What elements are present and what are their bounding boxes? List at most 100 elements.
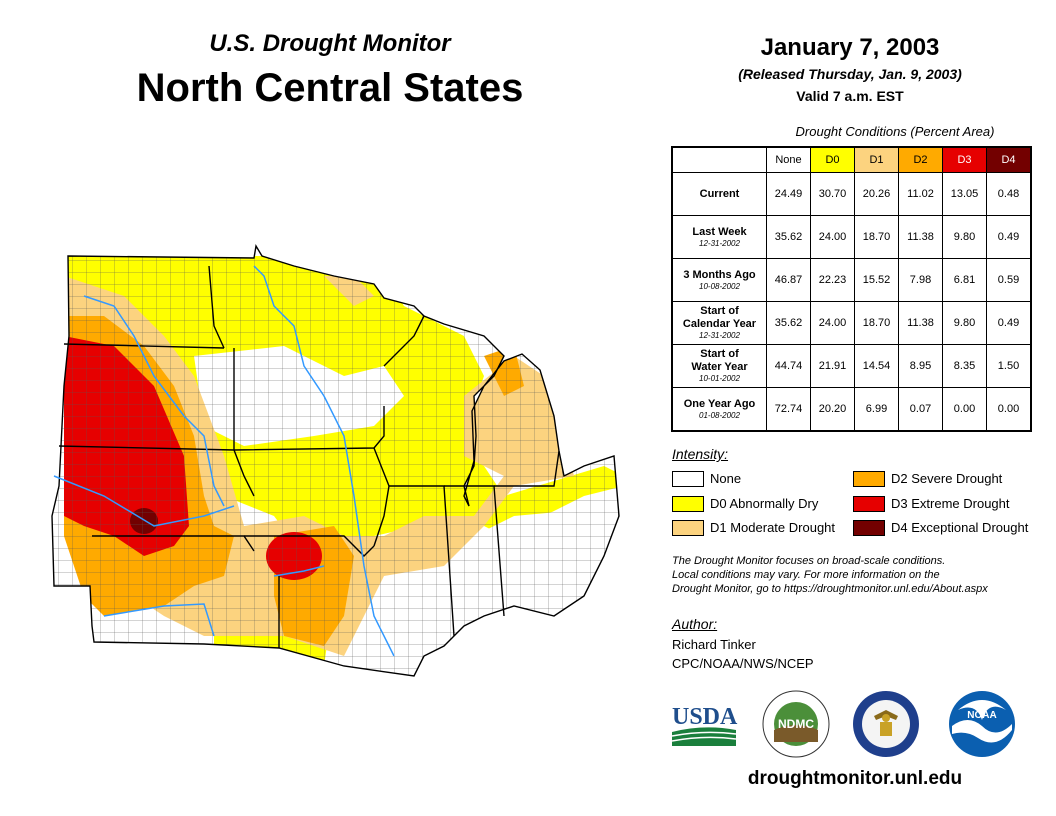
legend-swatch-d3 — [853, 496, 885, 512]
col-none: None — [766, 146, 811, 173]
table-cell: 21.91 — [810, 344, 855, 388]
table-row: Start of Water Year 10-01-2002 44.74 21.91 14… — [671, 344, 1032, 388]
ndmc-logo: NDMC — [762, 690, 830, 758]
table-cell: 11.38 — [898, 301, 943, 345]
map-date: January 7, 2003 — [760, 34, 940, 61]
legend-label: D1 Moderate Drought — [710, 520, 836, 535]
row-label-line: Start of — [700, 305, 739, 317]
table-cell: 0.48 — [986, 172, 1032, 216]
usda-logo: USDA — [671, 704, 738, 746]
legend-label: D3 Extreme Drought — [891, 496, 1010, 511]
author-heading: Author: — [672, 616, 718, 632]
legend-label: None — [710, 471, 742, 486]
table-cell: 20.20 — [810, 387, 855, 432]
col-d4: D4 — [986, 146, 1032, 173]
ndmc-text: NDMC — [778, 717, 814, 731]
author-org: CPC/NOAA/NWS/NCEP — [672, 656, 814, 671]
row-date: 01-08-2002 — [699, 410, 740, 420]
col-d3: D3 — [942, 146, 987, 173]
valid-time: Valid 7 a.m. EST — [796, 88, 904, 104]
row-label: Start of Water Year 10-01-2002 — [671, 344, 767, 388]
table-caption: Drought Conditions (Percent Area) — [795, 124, 995, 139]
table-cell: 30.70 — [810, 172, 855, 216]
map-title: North Central States — [136, 66, 524, 110]
table-cell: 0.00 — [986, 387, 1032, 432]
table-row: Current 24.49 30.70 20.26 11.02 13.05 0.48 — [671, 172, 1032, 216]
table-cell: 24.00 — [810, 301, 855, 345]
table-cell: 0.59 — [986, 258, 1032, 302]
noaa-logo: NOAA — [949, 691, 1015, 757]
table-corner — [672, 147, 767, 173]
row-label-line: Start of — [700, 348, 739, 360]
table-cell: 11.38 — [898, 215, 943, 259]
table-cell: 11.02 — [898, 172, 943, 216]
table-cell: 22.23 — [810, 258, 855, 302]
rivers — [53, 265, 395, 657]
legend-label: D2 Severe Drought — [891, 471, 1003, 486]
table-row: Start of Calendar Year 12-31-2002 35.62 24.0… — [671, 301, 1032, 345]
disclaimer-note: The Drought Monitor focuses on broad-sca… — [672, 554, 1042, 596]
table-cell: 18.70 — [854, 301, 899, 345]
commerce-seal-logo — [853, 691, 919, 757]
row-label: Current — [671, 172, 767, 216]
col-d0: D0 — [810, 146, 855, 173]
row-label-line: Current — [699, 187, 740, 200]
noaa-text: NOAA — [967, 710, 996, 721]
table-cell: 0.49 — [986, 215, 1032, 259]
table-cell: 72.74 — [766, 387, 811, 432]
legend-swatch-none — [672, 471, 704, 487]
row-label: 3 Months Ago 10-08-2002 — [671, 258, 767, 302]
state-borders — [51, 244, 620, 677]
row-label-line: Water Year — [691, 361, 748, 373]
website-url[interactable]: droughtmonitor.unl.edu — [747, 768, 963, 789]
table-cell: 24.00 — [810, 215, 855, 259]
table-row: 3 Months Ago 10-08-2002 46.87 22.23 15.52 7.9… — [671, 258, 1032, 302]
legend-swatch-d4 — [853, 520, 885, 536]
table-cell: 35.62 — [766, 215, 811, 259]
row-label-line: Last Week — [692, 225, 747, 238]
legend-swatch-d0 — [672, 496, 704, 512]
row-date: 10-08-2002 — [699, 281, 740, 291]
legend-swatch-d2 — [853, 471, 885, 487]
table-cell: 14.54 — [854, 344, 899, 388]
drought-map — [51, 244, 620, 677]
table-cell: 7.98 — [898, 258, 943, 302]
table-cell: 24.49 — [766, 172, 811, 216]
table-cell: 44.74 — [766, 344, 811, 388]
row-label-line: 3 Months Ago — [683, 268, 756, 281]
table-row: Last Week 12-31-2002 35.62 24.00 18.70 11.38 9… — [671, 215, 1032, 259]
row-label: Last Week 12-31-2002 — [671, 215, 767, 259]
row-date: 10-01-2002 — [699, 374, 740, 383]
note-line: Local conditions may vary. For more info… — [672, 569, 940, 581]
row-label: Start of Calendar Year 12-31-2002 — [671, 301, 767, 345]
row-label: One Year Ago 01-08-2002 — [671, 387, 767, 432]
table-cell: 46.87 — [766, 258, 811, 302]
table-cell: 20.26 — [854, 172, 899, 216]
release-date: (Released Thursday, Jan. 9, 2003) — [738, 66, 962, 82]
table-cell: 0.49 — [986, 301, 1032, 345]
legend-label: D0 Abnormally Dry — [710, 496, 819, 511]
note-line[interactable]: Drought Monitor, go to https://droughtmo… — [672, 583, 988, 595]
table-row: One Year Ago 01-08-2002 72.74 20.20 6.99 0.07… — [671, 387, 1032, 432]
row-date: 12-31-2002 — [699, 238, 740, 248]
author-name: Richard Tinker — [672, 637, 756, 652]
table-cell: 35.62 — [766, 301, 811, 345]
table-cell: 15.52 — [854, 258, 899, 302]
drought-conditions-table: None D0 D1 D2 D3 D4 Current 24.49 30.70 20.… — [671, 146, 1032, 432]
map-subtitle: U.S. Drought Monitor — [209, 30, 451, 57]
legend-swatch-d1 — [672, 520, 704, 536]
note-line: The Drought Monitor focuses on broad-sca… — [672, 555, 946, 567]
table-cell: 6.81 — [942, 258, 987, 302]
table-cell: 13.05 — [942, 172, 987, 216]
table-cell: 9.80 — [942, 215, 987, 259]
table-cell: 0.07 — [898, 387, 943, 432]
row-label-line: One Year Ago — [683, 397, 756, 410]
legend-label: D4 Exceptional Drought — [891, 520, 1029, 535]
table-cell: 0.00 — [942, 387, 987, 432]
col-d1: D1 — [854, 146, 899, 173]
row-label-line: Calendar Year — [682, 318, 757, 330]
table-cell: 8.35 — [942, 344, 987, 388]
county-grid — [52, 246, 619, 676]
table-cell: 8.95 — [898, 344, 943, 388]
table-cell: 6.99 — [854, 387, 899, 432]
